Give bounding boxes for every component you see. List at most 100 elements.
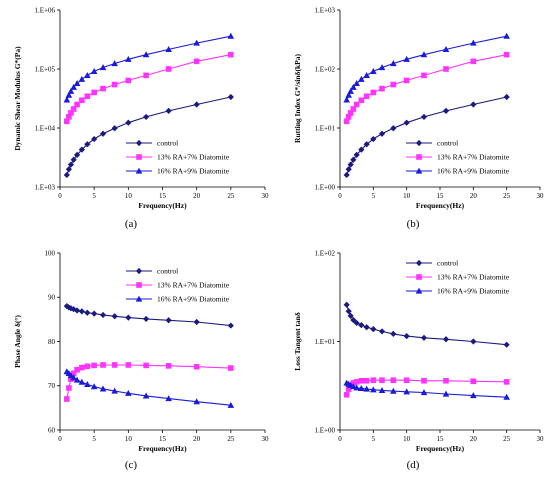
data-point xyxy=(64,396,70,402)
y-axis-title: Dynamic Shear Modulus G*(Pa) xyxy=(13,46,22,151)
legend-marker xyxy=(415,139,423,147)
y-axis-title: Loss Tangent tanδ xyxy=(293,312,302,371)
data-point xyxy=(78,75,86,82)
data-point xyxy=(358,322,365,329)
legend-entry: control xyxy=(157,267,178,276)
y-tick-label: 1.E+02 xyxy=(315,249,336,257)
y-axis-title: Rutting Index G*/sinδ(kPa) xyxy=(293,54,302,143)
data-point xyxy=(84,363,91,370)
data-point xyxy=(111,81,118,88)
data-point xyxy=(370,89,377,96)
data-point xyxy=(67,87,75,94)
y-tick-label: 1.E+02 xyxy=(315,65,336,73)
y-tick-label: 1.E+05 xyxy=(35,65,56,73)
y-tick-label: 1.E+01 xyxy=(315,338,336,346)
x-tick-label: 15 xyxy=(437,435,445,443)
legend-entry: 16% RA+9% Diatomite xyxy=(157,167,230,176)
data-point xyxy=(111,313,118,320)
data-point xyxy=(350,380,357,386)
data-point xyxy=(390,125,397,132)
legend-entry: 16% RA+9% Diatomite xyxy=(437,167,510,176)
data-point xyxy=(503,393,510,400)
data-point xyxy=(125,55,132,62)
x-axis-title: Frequency(Hz) xyxy=(138,201,187,210)
series-3 xyxy=(63,368,235,408)
data-point xyxy=(193,39,200,46)
series-1 xyxy=(343,93,510,179)
data-point xyxy=(390,81,397,88)
data-point xyxy=(143,315,150,323)
data-point xyxy=(353,151,360,158)
data-point xyxy=(363,93,370,100)
data-point xyxy=(503,93,510,101)
data-point xyxy=(347,161,354,168)
data-point xyxy=(347,87,354,94)
data-point xyxy=(193,398,200,405)
y-tick-label: 1.E+04 xyxy=(35,124,56,132)
data-point xyxy=(378,64,386,71)
data-point xyxy=(378,130,386,137)
data-point xyxy=(343,171,350,179)
legend-entry: 13% RA+7% Diatomite xyxy=(157,281,230,290)
data-point xyxy=(142,392,150,399)
data-point xyxy=(345,91,352,98)
legend: control 13% RA+7% Diatomite 16% RA+9% Diat… xyxy=(406,259,510,296)
data-point xyxy=(421,72,427,79)
legend: control 13% RA+7% Diatomite 16% RA+9% Diat… xyxy=(126,267,230,304)
data-point xyxy=(143,113,150,121)
data-point xyxy=(193,318,200,326)
data-point xyxy=(358,75,365,82)
series-line xyxy=(346,96,507,176)
x-tick-label: 20 xyxy=(470,435,478,443)
x-tick-label: 5 xyxy=(92,192,96,200)
x-tick-label: 25 xyxy=(227,435,235,443)
x-tick-label: 10 xyxy=(403,192,411,200)
data-point xyxy=(420,113,428,121)
x-tick-label: 10 xyxy=(125,435,133,443)
x-tick-label: 30 xyxy=(262,192,270,200)
data-point xyxy=(350,316,357,324)
data-point xyxy=(390,377,397,384)
y-tick-label: 1.E+03 xyxy=(35,183,56,191)
x-axis-title: Frequency(Hz) xyxy=(416,201,465,210)
data-point xyxy=(64,118,70,125)
legend-marker xyxy=(416,154,422,160)
series-line xyxy=(66,305,231,327)
x-tick-label: 30 xyxy=(537,435,545,443)
data-point xyxy=(84,93,91,100)
data-point xyxy=(420,334,428,341)
x-tick-label: 20 xyxy=(193,192,201,200)
data-point xyxy=(227,93,234,101)
y-tick-label: 1.E+01 xyxy=(315,124,336,132)
legend-entry: control xyxy=(157,139,178,148)
data-point xyxy=(363,141,370,148)
x-tick-label: 15 xyxy=(159,192,167,200)
legend-marker xyxy=(415,287,423,294)
data-point xyxy=(353,384,360,391)
x-tick-label: 0 xyxy=(338,192,342,200)
legend-marker xyxy=(135,139,143,147)
data-point xyxy=(79,364,85,371)
data-point xyxy=(420,51,428,58)
data-point xyxy=(442,336,450,343)
data-point xyxy=(390,387,397,394)
data-point xyxy=(370,68,377,75)
data-point xyxy=(142,51,150,58)
data-point xyxy=(63,96,71,103)
data-point xyxy=(363,324,370,331)
series-line xyxy=(66,364,231,400)
data-point xyxy=(370,135,377,143)
data-point xyxy=(345,166,352,173)
data-point xyxy=(143,362,149,369)
data-point xyxy=(79,97,85,104)
data-point xyxy=(99,311,107,319)
data-point xyxy=(378,387,386,394)
data-point xyxy=(378,328,386,335)
data-point xyxy=(84,381,91,388)
x-tick-label: 5 xyxy=(372,192,376,200)
data-point xyxy=(90,383,98,390)
data-point xyxy=(84,71,91,78)
data-point xyxy=(343,391,350,398)
series-3 xyxy=(63,32,235,103)
data-point xyxy=(228,365,234,371)
